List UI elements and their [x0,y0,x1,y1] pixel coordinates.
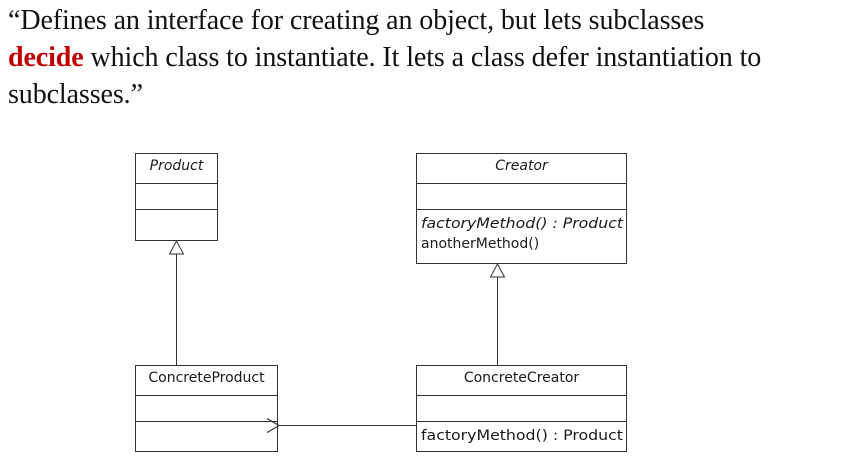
quote-text: “Defines an interface for creating an ob… [8,2,843,113]
concretecreator-class-name: ConcreteCreator [464,370,580,386]
quote-emphasis: decide [8,42,84,73]
product-class-box: Product [135,153,218,241]
concreteproduct-class-box: ConcreteProduct [135,365,278,452]
inheritance-arrow-creator [489,262,506,365]
creator-method-factory: factoryMethod() : Product [421,216,624,232]
concreteproduct-class-border [135,365,278,452]
product-class-border [135,153,218,241]
inheritance-triangle-creator [489,262,506,278]
creator-class-border [416,153,627,264]
concretecreator-class-box: ConcreteCreator factoryMethod() : Produc… [416,365,627,452]
creator-class-name: Creator [495,158,549,174]
product-class-name: Product [150,158,204,174]
concretecreator-class-border [416,365,627,452]
quote-open-mark: “ [8,5,21,36]
creator-class-box: Creator factoryMethod() : Product anothe… [416,153,627,264]
quote-close-mark: ” [130,79,143,110]
creator-method-another: anotherMethod() [421,236,539,252]
concretecreator-method-factory: factoryMethod() : Product [421,428,624,444]
inheritance-arrow-product [168,239,185,365]
inheritance-triangle-product [168,239,185,255]
quote-part-2: which class to instantiate. It lets a cl… [8,42,762,110]
quote-part-1: Defines an interface for creating an obj… [20,5,705,36]
concreteproduct-class-name: ConcreteProduct [148,370,265,386]
